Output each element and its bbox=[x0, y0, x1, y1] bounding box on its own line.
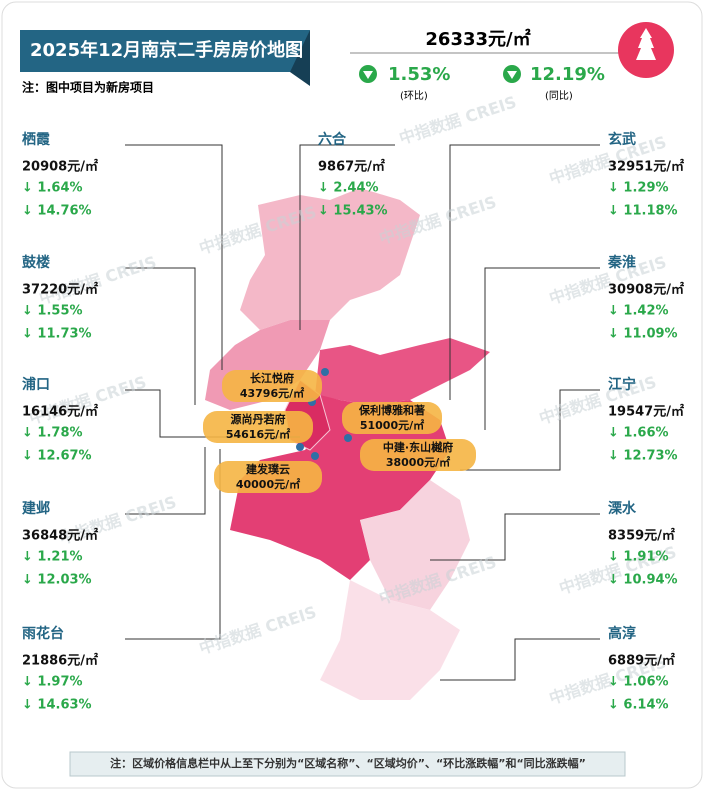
district-yoy: ↓ 6.14% bbox=[608, 698, 669, 713]
yoy-label: (同比) bbox=[545, 90, 573, 102]
district-name: 鼓楼 bbox=[22, 254, 50, 271]
district-mom: ↓ 1.29% bbox=[608, 181, 669, 196]
district-price: 9867元/㎡ bbox=[318, 159, 385, 175]
district-name: 栖霞 bbox=[22, 131, 51, 148]
district-name: 江宁 bbox=[608, 376, 636, 393]
mom-label: (环比) bbox=[400, 90, 428, 102]
down-arrow bbox=[507, 71, 517, 79]
summary-price: 26333元/㎡ bbox=[425, 28, 530, 50]
footer-note: 注：区域价格信息栏中从上至下分别为“区域名称”、“区域均价”、“环比涨跌幅”和“… bbox=[110, 756, 586, 770]
district-name: 建邺 bbox=[22, 500, 50, 517]
district-price: 32951元/㎡ bbox=[608, 159, 684, 175]
project-name: 源尚丹若府 bbox=[231, 412, 286, 426]
yoy: 12.19% bbox=[530, 64, 605, 85]
leader bbox=[125, 447, 206, 515]
district-mom: ↓ 1.91% bbox=[608, 550, 669, 565]
leader bbox=[299, 144, 395, 330]
map bbox=[205, 188, 490, 700]
district-mom: ↓ 1.64% bbox=[22, 181, 83, 196]
district-qixia bbox=[315, 338, 490, 405]
leader bbox=[460, 389, 600, 471]
district-name: 高淳 bbox=[608, 625, 636, 642]
district-mom: ↓ 1.66% bbox=[608, 426, 669, 441]
leader bbox=[430, 513, 600, 561]
mom: 1.53% bbox=[388, 64, 450, 85]
project-label-bg bbox=[360, 439, 476, 471]
leader bbox=[449, 144, 600, 400]
district-name: 雨花台 bbox=[22, 625, 64, 642]
project-label-bg bbox=[203, 411, 313, 443]
district-price: 19547元/㎡ bbox=[608, 404, 684, 420]
title: 2025年12月南京二手房房价地图 bbox=[30, 39, 303, 61]
district-yoy: ↓ 14.76% bbox=[22, 204, 92, 219]
project-label-bg bbox=[214, 461, 322, 493]
title-bg bbox=[20, 30, 310, 72]
project-price: 38000元/㎡ bbox=[386, 455, 450, 469]
note: 注：图中项目为新房项目 bbox=[22, 80, 154, 95]
district-yoy: ↓ 14.63% bbox=[22, 698, 92, 713]
district-liuhe bbox=[240, 188, 420, 330]
project-dot bbox=[311, 452, 319, 460]
district-name: 溧水 bbox=[608, 500, 637, 517]
project-name: 建发璞云 bbox=[246, 462, 290, 476]
project-name: 长江悦府 bbox=[250, 371, 294, 385]
district-price: 20908元/㎡ bbox=[22, 159, 98, 175]
district-yoy: ↓ 15.43% bbox=[318, 204, 388, 219]
project-dot bbox=[344, 434, 352, 442]
district-name: 秦淮 bbox=[607, 254, 636, 271]
district-price: 30908元/㎡ bbox=[608, 282, 684, 298]
down-arrow bbox=[363, 71, 373, 79]
district-mom: ↓ 1.21% bbox=[22, 550, 83, 565]
logo-tower bbox=[636, 28, 656, 60]
district-name: 浦口 bbox=[22, 376, 50, 393]
district-yoy: ↓ 11.73% bbox=[22, 327, 92, 342]
district-mom: ↓ 1.78% bbox=[22, 426, 83, 441]
leader bbox=[125, 144, 223, 370]
project-price: 40000元/㎡ bbox=[236, 477, 300, 491]
project-price: 43796元/㎡ bbox=[240, 386, 304, 400]
leader bbox=[125, 449, 221, 640]
project-price: 51000元/㎡ bbox=[360, 418, 424, 432]
district-mom: ↓ 2.44% bbox=[318, 181, 379, 196]
district-mom: ↓ 1.06% bbox=[608, 675, 669, 690]
project-dot bbox=[321, 368, 329, 376]
title-fold bbox=[290, 30, 310, 86]
project-price: 54616元/㎡ bbox=[226, 427, 290, 441]
project-label-bg bbox=[222, 370, 322, 402]
district-yoy: ↓ 11.09% bbox=[608, 327, 678, 342]
district-price: 21886元/㎡ bbox=[22, 653, 98, 669]
district-price: 8359元/㎡ bbox=[608, 528, 675, 544]
district-price: 16146元/㎡ bbox=[22, 404, 98, 420]
district-mom: ↓ 1.42% bbox=[608, 304, 669, 319]
district-price: 36848元/㎡ bbox=[22, 528, 98, 544]
project-name: 中建·东山樾府 bbox=[383, 440, 453, 454]
leader bbox=[440, 638, 600, 681]
district-lishui bbox=[360, 480, 470, 610]
district-price: 6889元/㎡ bbox=[608, 653, 675, 669]
district-name: 玄武 bbox=[608, 131, 636, 148]
project-name: 保利博雅和著 bbox=[358, 403, 425, 417]
district-yoy: ↓ 10.94% bbox=[608, 573, 678, 588]
district-gaochun bbox=[320, 580, 460, 700]
leader bbox=[125, 267, 196, 405]
leader bbox=[484, 267, 600, 430]
district-mom: ↓ 1.55% bbox=[22, 304, 83, 319]
project-label-bg bbox=[342, 402, 442, 434]
district-mom: ↓ 1.97% bbox=[22, 675, 83, 690]
district-name: 六合 bbox=[318, 131, 347, 148]
district-yoy: ↓ 12.73% bbox=[608, 449, 678, 464]
leader-lines bbox=[125, 144, 600, 681]
district-yoy: ↓ 12.03% bbox=[22, 573, 92, 588]
district-yoy: ↓ 12.67% bbox=[22, 449, 92, 464]
district-yoy: ↓ 11.18% bbox=[608, 204, 678, 219]
project-dot bbox=[296, 443, 304, 451]
district-price: 37220元/㎡ bbox=[22, 282, 98, 298]
footer-bg bbox=[69, 751, 626, 777]
